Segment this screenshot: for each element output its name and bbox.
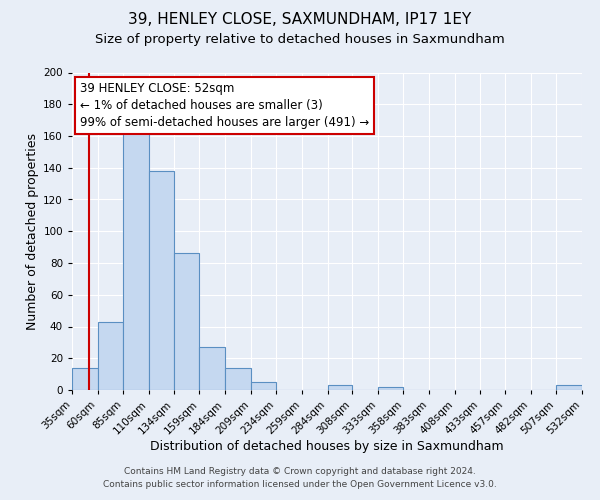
Bar (225, 368, 251, 390)
Bar (124, 130, 149, 390)
Bar (556, 385, 582, 390)
Bar (328, 385, 352, 390)
Bar (199, 347, 225, 390)
Bar (251, 382, 276, 390)
X-axis label: Distribution of detached houses by size in Saxmundham: Distribution of detached houses by size … (150, 440, 504, 453)
Text: Size of property relative to detached houses in Saxmundham: Size of property relative to detached ho… (95, 32, 505, 46)
Text: Contains HM Land Registry data © Crown copyright and database right 2024.: Contains HM Land Registry data © Crown c… (124, 467, 476, 476)
Bar (149, 171, 173, 390)
Text: 39 HENLEY CLOSE: 52sqm
← 1% of detached houses are smaller (3)
99% of semi-detac: 39 HENLEY CLOSE: 52sqm ← 1% of detached … (80, 82, 369, 129)
Bar (98, 322, 124, 390)
Text: Contains public sector information licensed under the Open Government Licence v3: Contains public sector information licen… (103, 480, 497, 489)
Text: 39, HENLEY CLOSE, SAXMUNDHAM, IP17 1EY: 39, HENLEY CLOSE, SAXMUNDHAM, IP17 1EY (128, 12, 472, 28)
Bar (378, 387, 403, 390)
Y-axis label: Number of detached properties: Number of detached properties (26, 132, 39, 330)
Bar (173, 254, 199, 390)
Bar (72, 368, 98, 390)
